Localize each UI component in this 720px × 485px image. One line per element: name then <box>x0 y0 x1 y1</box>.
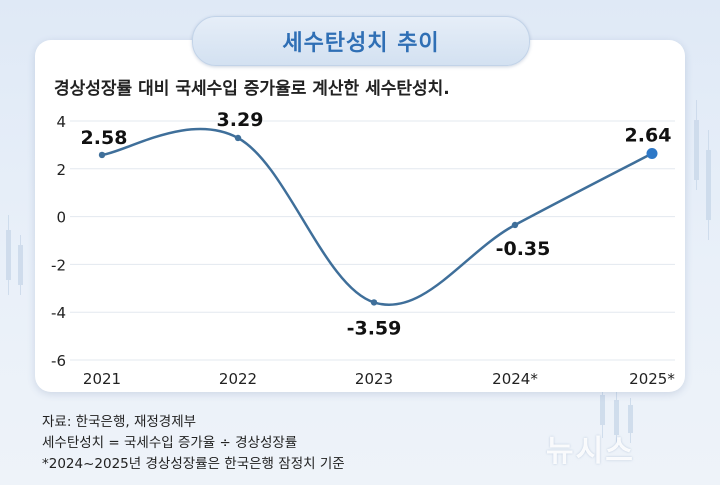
data-label: -0.35 <box>496 238 551 260</box>
y-tick-label: 0 <box>56 209 66 227</box>
y-tick-label: -2 <box>51 256 66 274</box>
y-axis-ticks: 4 2 0 -2 -4 -6 <box>51 113 66 370</box>
x-tick-label: 2022 <box>219 370 257 388</box>
data-label: 2.58 <box>81 127 128 149</box>
chart-subtitle: 경상성장률 대비 국세수입 증가율로 계산한 세수탄성치. <box>54 79 450 99</box>
data-point <box>646 148 658 160</box>
data-point <box>370 299 378 306</box>
footer-notes: 자료: 한국은행, 재정경제부 세수탄성치 = 국세수입 증가율 ÷ 경상성장률… <box>42 412 345 475</box>
newsis-logo: 뉴시스 <box>546 434 635 469</box>
data-label: -3.59 <box>347 317 402 339</box>
data-points <box>98 134 658 306</box>
x-axis-ticks: 2021 2022 2023 2024* 2025* <box>83 370 675 388</box>
data-label: 2.64 <box>625 125 672 147</box>
y-tick-label: 4 <box>56 113 66 131</box>
y-tick-label: 2 <box>56 161 66 179</box>
x-tick-label: 2023 <box>355 370 393 388</box>
data-label: 3.29 <box>217 109 264 131</box>
gridlines <box>70 120 675 361</box>
x-tick-label: 2024* <box>492 370 538 388</box>
x-tick-label: 2025* <box>629 370 675 388</box>
footnote: *2024~2025년 경상성장률은 한국은행 잠정치 기준 <box>42 456 345 472</box>
data-labels: 2.58 3.29 -3.59 -0.35 2.64 <box>81 109 672 339</box>
source-note: 자료: 한국은행, 재정경제부 <box>42 414 197 430</box>
y-tick-label: -4 <box>51 304 66 322</box>
data-point <box>98 151 106 159</box>
x-tick-label: 2021 <box>83 370 121 388</box>
y-tick-label: -6 <box>51 352 66 370</box>
formula-note: 세수탄성치 = 국세수입 증가율 ÷ 경상성장률 <box>42 435 298 451</box>
chart-card <box>35 40 685 392</box>
chart-title: 세수탄성치 추이 <box>192 16 530 66</box>
data-point <box>234 134 242 142</box>
data-point <box>511 221 519 229</box>
